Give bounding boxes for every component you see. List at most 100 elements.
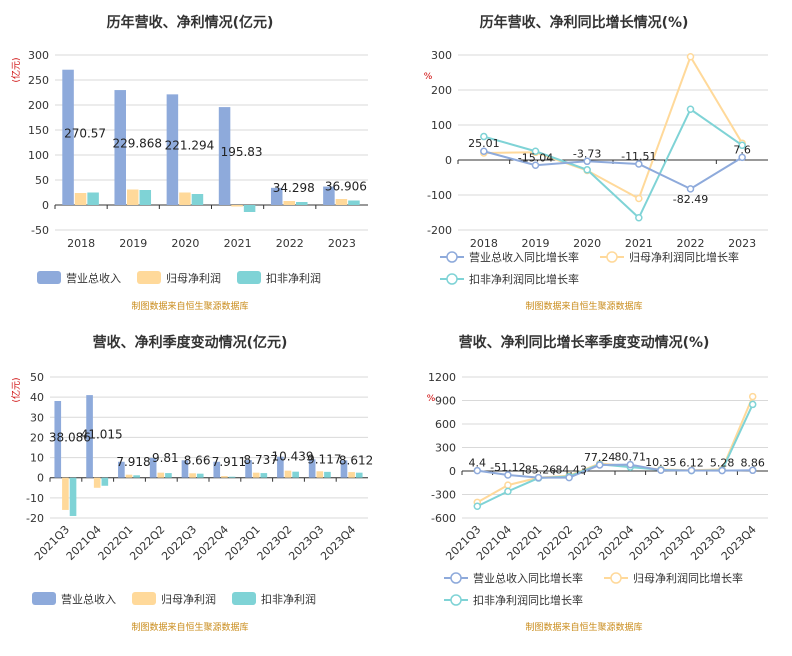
bar bbox=[139, 190, 152, 205]
panel-annual-growth: 历年营收、净利同比增长情况(%) % -200 -100 0 100 200 300 201… bbox=[424, 14, 768, 312]
legend-marker bbox=[610, 572, 622, 584]
data-label: 221.294 bbox=[165, 139, 215, 153]
series-point bbox=[480, 147, 488, 155]
plot-area: -20-10010203040502021Q32021Q42022Q12022Q… bbox=[26, 371, 373, 606]
bar bbox=[125, 474, 133, 478]
data-label: 270.57 bbox=[64, 126, 106, 140]
data-label: 5.28 bbox=[710, 457, 735, 470]
data-label: -15.04 bbox=[518, 151, 553, 164]
bar bbox=[62, 477, 69, 510]
data-label: 229.868 bbox=[112, 137, 162, 151]
bar bbox=[157, 472, 165, 478]
bar bbox=[54, 400, 62, 478]
legend-swatch bbox=[132, 592, 156, 605]
data-label: -82.49 bbox=[673, 193, 708, 206]
legend-label: 营业总收入同比增长率 bbox=[469, 250, 579, 264]
bar bbox=[308, 459, 316, 478]
series-line bbox=[483, 54, 744, 200]
bar bbox=[93, 477, 101, 488]
bar bbox=[252, 472, 260, 478]
y-tick-label: 40 bbox=[30, 391, 44, 404]
legend-swatch bbox=[137, 271, 161, 284]
panel-annual-revenue-profit: 历年营收、净利情况(亿元) (亿元) -50 0 50 100 150 200 250 300… bbox=[10, 14, 368, 312]
bar bbox=[277, 456, 284, 478]
bar bbox=[221, 476, 228, 478]
bar bbox=[228, 476, 236, 478]
bar bbox=[348, 200, 360, 205]
legend-marker bbox=[606, 251, 618, 263]
legend-label: 归母净利润 bbox=[166, 271, 221, 285]
y-tick-label: -600 bbox=[431, 512, 456, 525]
data-label: 25.01 bbox=[468, 137, 500, 150]
legend-swatch bbox=[37, 271, 61, 284]
legend-label: 扣非净利润同比增长率 bbox=[469, 272, 579, 286]
data-label: -11.51 bbox=[621, 150, 656, 163]
x-tick-label: 2022 bbox=[276, 237, 304, 250]
x-tick-label: 2023 bbox=[728, 237, 756, 250]
legend-label: 营业总收入 bbox=[66, 271, 121, 285]
bar bbox=[340, 460, 348, 478]
series-point bbox=[686, 105, 695, 113]
bar bbox=[270, 187, 283, 205]
legend-label: 营业总收入同比增长率 bbox=[473, 571, 583, 585]
data-label: 9.117 bbox=[307, 452, 341, 466]
legend-marker bbox=[446, 273, 458, 285]
data-label: 9.81 bbox=[152, 451, 179, 465]
legend-label: 归母净利润 bbox=[161, 592, 216, 606]
unit-label: (亿元) bbox=[10, 377, 22, 402]
y-tick-label: -300 bbox=[431, 489, 456, 502]
data-label: 41.015 bbox=[81, 427, 123, 441]
bar bbox=[323, 186, 335, 205]
series-point bbox=[738, 153, 746, 162]
data-label: 7.911 bbox=[212, 455, 246, 469]
chart-title: 历年营收、净利情况(亿元) bbox=[107, 14, 274, 31]
series-point bbox=[626, 460, 635, 469]
plot-area: -200 -100 0 100 200 300 2018 2019 2020 2021 2022 20… bbox=[427, 49, 768, 286]
y-tick-label: 0 bbox=[449, 465, 456, 478]
plot-area: -600-300030060090012002021Q32021Q42022Q1… bbox=[428, 371, 768, 607]
panel-quarterly-growth: 营收、净利同比增长率季度变动情况(%) % -600 -300 0 300 600 900… bbox=[427, 334, 768, 633]
legend-label: 扣非净利润同比增长率 bbox=[473, 593, 583, 607]
panel-quarterly-revenue-profit: 营收、净利季度变动情况(亿元) (亿元) -20 -10 0 10 20 30 40 50 20… bbox=[10, 334, 373, 633]
data-label: 10.35 bbox=[645, 456, 677, 469]
chart-title: 营收、净利季度变动情况(亿元) bbox=[93, 334, 288, 351]
legend-label: 扣非净利润 bbox=[266, 271, 321, 285]
source-note: 制图数据来自恒生聚源数据库 bbox=[525, 300, 642, 312]
bar bbox=[284, 470, 292, 478]
bar bbox=[196, 473, 204, 478]
bar bbox=[324, 471, 331, 478]
bar bbox=[69, 477, 77, 516]
series-point bbox=[504, 487, 512, 496]
y-tick-label: 0 bbox=[445, 154, 452, 167]
bar bbox=[181, 460, 189, 478]
chart-title: 营收、净利同比增长率季度变动情况(%) bbox=[459, 334, 710, 351]
y-tick-label: 900 bbox=[435, 395, 456, 408]
series-point bbox=[473, 502, 482, 510]
data-label: 8.737 bbox=[244, 453, 278, 467]
data-label: 195.83 bbox=[221, 145, 263, 159]
x-tick-label: 2020 bbox=[171, 237, 199, 250]
series-point bbox=[657, 466, 665, 474]
y-tick-label: 200 bbox=[431, 84, 452, 97]
y-tick-label: 20 bbox=[30, 431, 44, 444]
bar bbox=[316, 471, 324, 478]
y-tick-label: 150 bbox=[28, 124, 49, 137]
data-label: 10.439 bbox=[272, 450, 314, 464]
source-note: 制图数据来自恒生聚源数据库 bbox=[131, 621, 248, 633]
x-tick-label: 2021 bbox=[224, 237, 252, 250]
y-tick-label: 250 bbox=[28, 74, 49, 87]
data-label: 77.24 bbox=[584, 451, 616, 464]
y-tick-label: 100 bbox=[28, 149, 49, 162]
series-point bbox=[718, 466, 726, 475]
legend-label: 归母净利润同比增长率 bbox=[633, 571, 743, 585]
series-point bbox=[583, 157, 591, 166]
data-label: -84.43 bbox=[551, 464, 586, 477]
bar bbox=[86, 395, 93, 478]
legend-swatch bbox=[237, 271, 261, 284]
y-tick-label: 100 bbox=[431, 119, 452, 132]
x-tick-label: 2022 bbox=[677, 237, 705, 250]
bar bbox=[114, 90, 126, 205]
series-point bbox=[686, 185, 695, 193]
series-point bbox=[565, 473, 573, 482]
data-label: 80.71 bbox=[615, 451, 647, 464]
